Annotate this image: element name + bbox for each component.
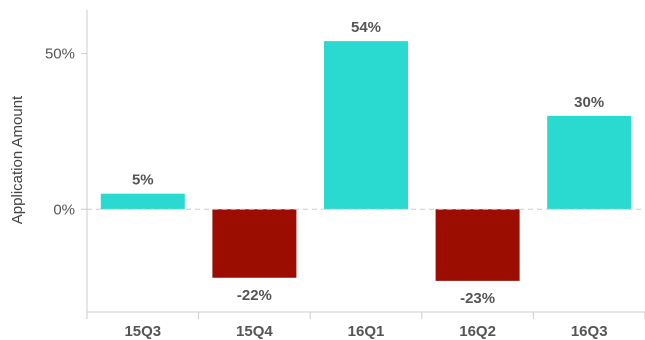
x-tick-label-16q2: 16Q2 — [459, 323, 496, 340]
data-label-15q3: 5% — [132, 172, 154, 189]
y-axis-title: Application Amount — [9, 95, 26, 224]
bar-15q3 — [100, 193, 185, 210]
x-tick-label-16q3: 16Q3 — [571, 323, 608, 340]
x-tick-label-16q1: 16Q1 — [348, 323, 385, 340]
data-label-16q3: 30% — [574, 94, 604, 111]
x-tick-label-15q3: 15Q3 — [124, 323, 161, 340]
y-tick-label: 0% — [53, 201, 75, 218]
bar-16q2 — [435, 209, 520, 281]
bar-15q4 — [212, 209, 297, 278]
data-label-16q2: -23% — [460, 290, 495, 307]
data-label-16q1: 54% — [351, 19, 381, 36]
data-label-15q4: -22% — [237, 287, 272, 304]
bar-16q1 — [324, 41, 408, 210]
x-tick-label-15q4: 15Q4 — [236, 323, 273, 340]
y-tick-label: 50% — [45, 46, 75, 63]
bar-16q3 — [547, 115, 632, 210]
